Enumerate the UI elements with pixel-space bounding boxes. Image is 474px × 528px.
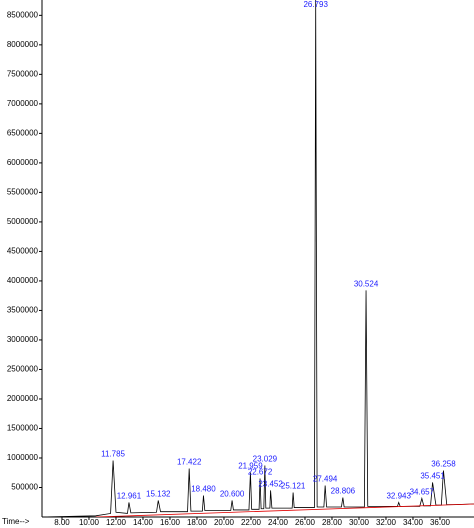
peak-label: 35.451	[420, 472, 445, 481]
peak-label: 15.132	[146, 490, 171, 499]
y-tick-label: 2000000	[7, 394, 39, 403]
y-tick-label: 8000000	[7, 40, 39, 49]
x-tick-label: 34.00	[403, 518, 424, 527]
y-tick-label: 1000000	[7, 453, 39, 462]
peak-label: 34.657	[410, 488, 435, 497]
peak-label: 23.452	[258, 480, 283, 489]
peak-label: 23.029	[253, 455, 278, 464]
y-tick-label: 6000000	[7, 158, 39, 167]
x-tick-label: 18.00	[187, 518, 208, 527]
peak-label: 36.258	[431, 460, 456, 469]
trace	[42, 0, 474, 517]
x-tick-label: 28.00	[322, 518, 343, 527]
y-tick-label: 1500000	[7, 424, 39, 433]
x-tick-label: 26.00	[295, 518, 316, 527]
y-tick-label: 500000	[11, 483, 38, 492]
peak-label: 21.959	[238, 462, 263, 471]
x-tick-label: 14.00	[133, 518, 154, 527]
x-tick-label: 30.00	[349, 518, 370, 527]
y-tick-label: 5500000	[7, 188, 39, 197]
y-tick-label: 3000000	[7, 335, 39, 344]
x-tick-label: 36.00	[430, 518, 451, 527]
x-tick-label: 16.00	[160, 518, 181, 527]
y-tick-label: 8500000	[7, 10, 39, 19]
peak-label: 32.943	[386, 492, 411, 501]
x-axis-label: Time-->	[2, 517, 30, 526]
y-tick-label: 4500000	[7, 247, 39, 256]
peak-label: 18.480	[191, 485, 216, 494]
trace	[95, 503, 474, 517]
peak-label: 27.494	[313, 475, 338, 484]
peak-label: 12.961	[117, 492, 142, 501]
y-tick-label: 7000000	[7, 99, 39, 108]
x-tick-label: 32.00	[376, 518, 397, 527]
x-tick-label: 22.00	[241, 518, 262, 527]
y-tick-label: 5000000	[7, 217, 39, 226]
x-tick-label: 10.00	[79, 518, 100, 527]
x-tick-label: 20.00	[214, 518, 235, 527]
y-tick-label: 3500000	[7, 306, 39, 315]
y-tick-label: 6500000	[7, 128, 39, 137]
x-tick-label: 8.00	[54, 518, 70, 527]
peak-label: 26.793	[303, 0, 328, 9]
peak-label: 25.121	[281, 482, 306, 491]
y-tick-label: 4000000	[7, 276, 39, 285]
x-tick-label: 12.00	[106, 518, 127, 527]
y-tick-label: 7500000	[7, 69, 39, 78]
y-tick-label: 2500000	[7, 365, 39, 374]
x-tick-label: 24.00	[268, 518, 289, 527]
peak-label: 17.422	[177, 458, 202, 467]
peak-label: 22.672	[248, 468, 273, 477]
peak-label: 30.524	[354, 280, 379, 289]
peak-label: 20.600	[220, 490, 245, 499]
peak-label: 11.785	[101, 450, 125, 459]
peak-label: 28.806	[331, 487, 356, 496]
